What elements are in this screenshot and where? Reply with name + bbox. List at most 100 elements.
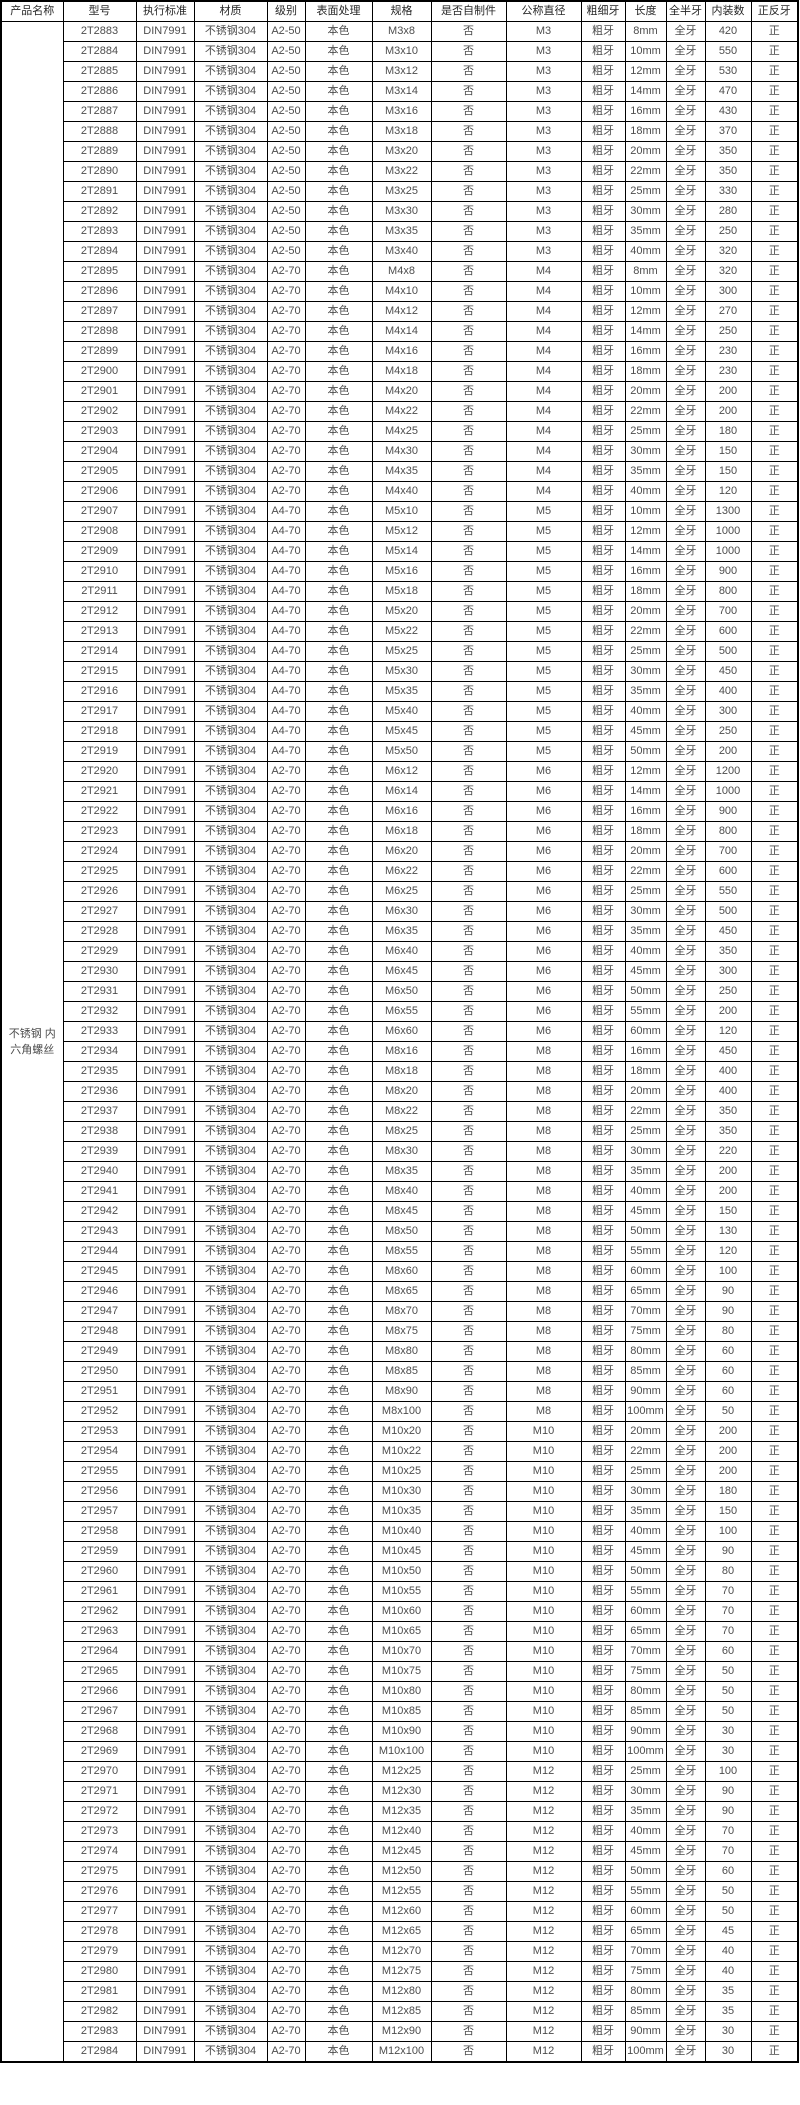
- cell-thread_coverage: 全牙: [665, 121, 706, 142]
- cell-model: 2T2930: [62, 961, 137, 982]
- cell-pack_qty: 700: [704, 841, 752, 862]
- cell-length: 16mm: [624, 1041, 667, 1062]
- cell-model: 2T2964: [62, 1641, 137, 1662]
- table-row: 2T2937 DIN7991 不锈钢304 A2-70 本色 M8x22 否 M8 粗牙 22mm…: [1, 1101, 799, 1122]
- cell-self_made: 否: [430, 981, 507, 1002]
- cell-model: 2T2960: [62, 1561, 137, 1582]
- cell-grade: A2-70: [266, 901, 306, 922]
- cell-spec: M8x90: [371, 1381, 432, 1402]
- cell-thread_pitch: 粗牙: [580, 101, 626, 122]
- cell-spec: M4x12: [371, 301, 432, 322]
- cell-length: 12mm: [624, 521, 667, 542]
- cell-material: 不锈钢304: [193, 101, 268, 122]
- cell-pack_qty: 45: [704, 1921, 752, 1942]
- cell-surface: 本色: [304, 1101, 373, 1122]
- cell-pack_qty: 200: [704, 741, 752, 762]
- cell-length: 25mm: [624, 881, 667, 902]
- cell-thread_coverage: 全牙: [665, 2021, 706, 2042]
- table-row: 2T2884 DIN7991 不锈钢304 A2-50 本色 M3x10 否 M3 粗牙 10mm…: [1, 41, 799, 62]
- cell-length: 18mm: [624, 821, 667, 842]
- cell-pack_qty: 300: [704, 701, 752, 722]
- cell-thread_pitch: 粗牙: [580, 601, 626, 622]
- cell-standard: DIN7991: [135, 1081, 195, 1102]
- cell-diameter: M4: [505, 421, 582, 442]
- cell-diameter: M12: [505, 1801, 582, 1822]
- cell-pack_qty: 200: [704, 1421, 752, 1442]
- cell-thread_pitch: 粗牙: [580, 1001, 626, 1022]
- cell-thread_direction: 正: [750, 761, 799, 782]
- cell-length: 20mm: [624, 601, 667, 622]
- cell-material: 不锈钢304: [193, 1181, 268, 1202]
- cell-model: 2T2970: [62, 1761, 137, 1782]
- cell-length: 75mm: [624, 1961, 667, 1982]
- cell-self_made: 否: [430, 501, 507, 522]
- cell-spec: M4x20: [371, 381, 432, 402]
- cell-material: 不锈钢304: [193, 1441, 268, 1462]
- cell-diameter: M8: [505, 1161, 582, 1182]
- cell-length: 30mm: [624, 661, 667, 682]
- table-row: 2T2886 DIN7991 不锈钢304 A2-50 本色 M3x14 否 M3 粗牙 14mm…: [1, 81, 799, 102]
- cell-diameter: M10: [505, 1641, 582, 1662]
- cell-thread_direction: 正: [750, 101, 799, 122]
- cell-standard: DIN7991: [135, 1641, 195, 1662]
- cell-grade: A2-70: [266, 1541, 306, 1562]
- cell-thread_coverage: 全牙: [665, 1521, 706, 1542]
- table-row: 2T2956 DIN7991 不锈钢304 A2-70 本色 M10x30 否 M10 粗牙 30…: [1, 1481, 799, 1502]
- cell-surface: 本色: [304, 421, 373, 442]
- cell-thread_direction: 正: [750, 1881, 799, 1902]
- cell-thread_direction: 正: [750, 781, 799, 802]
- cell-self_made: 否: [430, 821, 507, 842]
- cell-model: 2T2908: [62, 521, 137, 542]
- cell-model: 2T2949: [62, 1341, 137, 1362]
- cell-model: 2T2892: [62, 201, 137, 222]
- cell-surface: 本色: [304, 1741, 373, 1762]
- cell-self_made: 否: [430, 1121, 507, 1142]
- cell-pack_qty: 100: [704, 1761, 752, 1782]
- cell-model: 2T2927: [62, 901, 137, 922]
- cell-spec: M10x22: [371, 1441, 432, 1462]
- cell-material: 不锈钢304: [193, 1001, 268, 1022]
- cell-thread_coverage: 全牙: [665, 701, 706, 722]
- cell-pack_qty: 800: [704, 821, 752, 842]
- cell-thread_direction: 正: [750, 141, 799, 162]
- cell-material: 不锈钢304: [193, 81, 268, 102]
- cell-thread_pitch: 粗牙: [580, 441, 626, 462]
- cell-length: 85mm: [624, 1361, 667, 1382]
- cell-material: 不锈钢304: [193, 321, 268, 342]
- cell-material: 不锈钢304: [193, 1121, 268, 1142]
- cell-model: 2T2923: [62, 821, 137, 842]
- cell-grade: A4-70: [266, 641, 306, 662]
- cell-spec: M8x20: [371, 1081, 432, 1102]
- cell-diameter: M6: [505, 941, 582, 962]
- cell-thread_direction: 正: [750, 1761, 799, 1782]
- cell-pack_qty: 150: [704, 1501, 752, 1522]
- cell-thread_coverage: 全牙: [665, 1801, 706, 1822]
- cell-thread_pitch: 粗牙: [580, 1521, 626, 1542]
- cell-surface: 本色: [304, 1841, 373, 1862]
- cell-standard: DIN7991: [135, 1861, 195, 1882]
- cell-diameter: M10: [505, 1561, 582, 1582]
- cell-thread_pitch: 粗牙: [580, 881, 626, 902]
- cell-model: 2T2944: [62, 1241, 137, 1262]
- cell-spec: M6x35: [371, 921, 432, 942]
- cell-surface: 本色: [304, 761, 373, 782]
- cell-model: 2T2962: [62, 1601, 137, 1622]
- cell-standard: DIN7991: [135, 1521, 195, 1542]
- cell-model: 2T2899: [62, 341, 137, 362]
- cell-material: 不锈钢304: [193, 1741, 268, 1762]
- cell-thread_pitch: 粗牙: [580, 1281, 626, 1302]
- cell-model: 2T2942: [62, 1201, 137, 1222]
- cell-model: 2T2943: [62, 1221, 137, 1242]
- cell-thread_pitch: 粗牙: [580, 1201, 626, 1222]
- cell-pack_qty: 270: [704, 301, 752, 322]
- cell-length: 40mm: [624, 1521, 667, 1542]
- cell-thread_direction: 正: [750, 1081, 799, 1102]
- cell-material: 不锈钢304: [193, 201, 268, 222]
- column-header-surface: 表面处理: [304, 0, 373, 22]
- cell-pack_qty: 230: [704, 341, 752, 362]
- cell-diameter: M4: [505, 401, 582, 422]
- cell-spec: M10x75: [371, 1661, 432, 1682]
- column-header-grade: 级别: [266, 0, 306, 22]
- cell-thread_coverage: 全牙: [665, 1461, 706, 1482]
- cell-self_made: 否: [430, 341, 507, 362]
